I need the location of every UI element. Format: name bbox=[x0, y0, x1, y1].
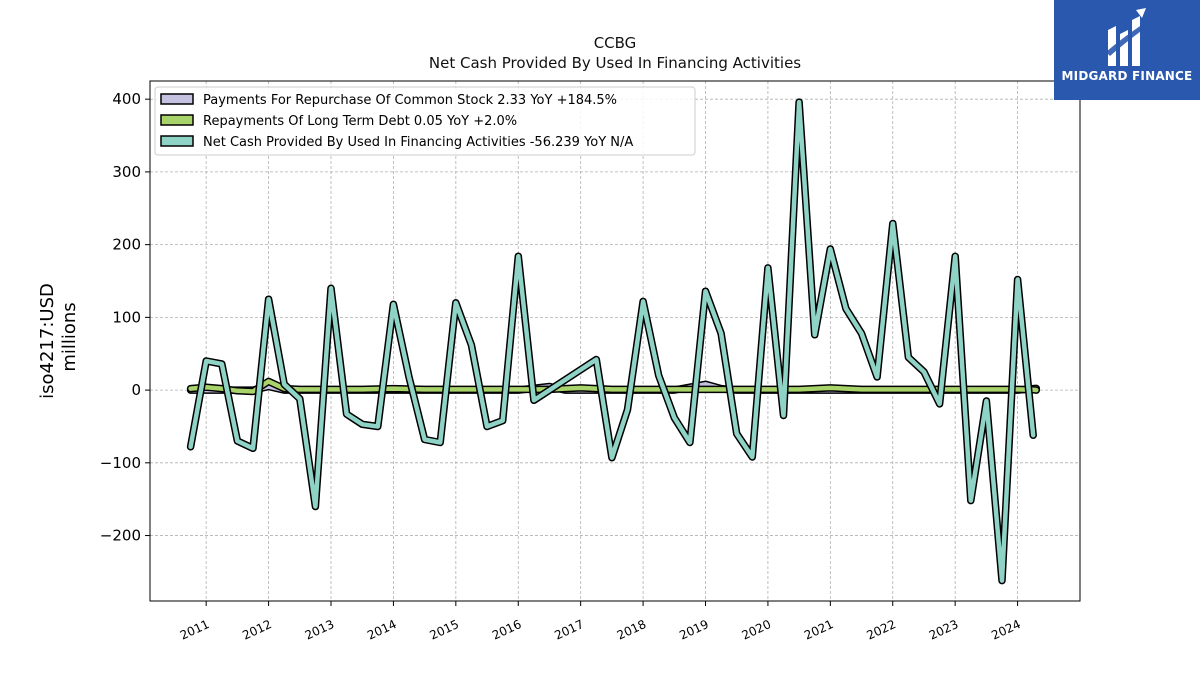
brand-mark-icon bbox=[1106, 8, 1148, 66]
x-tick-label: 2023 bbox=[927, 617, 961, 643]
y-axis-label-line2: millions bbox=[59, 302, 80, 371]
series-layer bbox=[186, 98, 1041, 585]
legend-swatch-net-cash bbox=[160, 135, 194, 147]
grid-layer bbox=[150, 81, 1080, 601]
x-tick-label: 2011 bbox=[178, 617, 212, 643]
series-line-repayments bbox=[188, 379, 1039, 394]
series-line-net-cash bbox=[188, 99, 1036, 583]
legend-label-repayments: Repayments Of Long Term Debt 0.05 YoY +2… bbox=[203, 114, 517, 129]
x-tick-label: 2020 bbox=[740, 617, 774, 643]
chart-title: CCBG bbox=[594, 34, 637, 52]
legend-swatch-repurchase bbox=[160, 93, 194, 105]
x-tick-label: 2021 bbox=[802, 617, 836, 643]
y-tick-label: 0 bbox=[131, 381, 141, 399]
x-tick-label: 2019 bbox=[677, 617, 711, 643]
x-tick-label: 2024 bbox=[989, 617, 1023, 643]
y-tick-label: 100 bbox=[112, 308, 141, 326]
axis-layer: 400 300 200 100 0 −100 −200 2011 2012 2013 2014 201… bbox=[100, 90, 1023, 642]
y-tick-label: −100 bbox=[100, 454, 141, 472]
x-tick-label: 2015 bbox=[428, 617, 462, 643]
legend: Payments For Repurchase Of Common Stock … bbox=[154, 86, 696, 156]
brand-name: MIDGARD FINANCE bbox=[1061, 69, 1193, 83]
y-tick-label: 300 bbox=[112, 163, 141, 181]
legend-label-repurchase: Payments For Repurchase Of Common Stock … bbox=[203, 93, 617, 108]
brand-logo: MIDGARD FINANCE bbox=[1054, 0, 1200, 100]
y-tick-label: 200 bbox=[112, 236, 141, 254]
x-tick-label: 2014 bbox=[365, 617, 399, 643]
plot-frame bbox=[149, 80, 1081, 602]
x-tick-label: 2022 bbox=[864, 617, 898, 643]
legend-label-net-cash: Net Cash Provided By Used In Financing A… bbox=[203, 135, 633, 150]
x-tick-label: 2017 bbox=[552, 617, 586, 643]
chart-subtitle: Net Cash Provided By Used In Financing A… bbox=[429, 54, 801, 72]
legend-swatch-repayments bbox=[160, 114, 194, 126]
legend-box bbox=[154, 86, 696, 156]
x-tick-label: 2013 bbox=[303, 617, 337, 643]
y-tick-label: −200 bbox=[100, 527, 141, 545]
x-tick-label: 2018 bbox=[615, 617, 649, 643]
y-tick-label: 400 bbox=[112, 90, 141, 108]
y-axis-label-line1: iso4217:USD bbox=[37, 283, 58, 399]
x-tick-label: 2016 bbox=[490, 617, 524, 643]
x-tick-label: 2012 bbox=[240, 617, 274, 643]
